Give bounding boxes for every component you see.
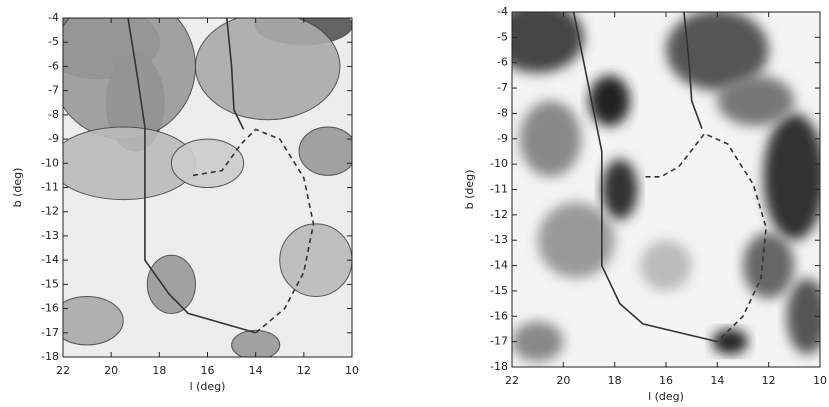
contour	[279, 223, 352, 297]
y-tick-label: -5	[497, 30, 508, 43]
contour	[170, 138, 245, 189]
y-tick-label: -10	[41, 156, 59, 169]
x-tick-label: 10	[345, 364, 359, 377]
density-patch	[763, 113, 820, 241]
density-patch	[717, 75, 795, 127]
x-tick-label: 12	[297, 364, 311, 377]
y-tick-label: -11	[41, 181, 59, 194]
x-tick-label: 14	[710, 374, 724, 387]
y-tick-label: -6	[497, 56, 508, 69]
x-tick-label: 20	[104, 364, 118, 377]
contour	[231, 329, 281, 357]
y-axis-label: b (deg)	[463, 170, 476, 210]
x-tick-label: 22	[505, 374, 519, 387]
y-tick-label: -6	[48, 59, 59, 72]
x-axis-label: l (deg)	[648, 390, 684, 403]
y-tick-label: -17	[490, 335, 508, 348]
x-tick-label: 22	[56, 364, 70, 377]
density-patch	[537, 202, 615, 279]
y-tick-label: -7	[497, 81, 508, 94]
x-tick-label: 16	[659, 374, 673, 387]
y-tick-label: -5	[48, 35, 59, 48]
x-tick-label: 12	[762, 374, 776, 387]
y-tick-label: -15	[41, 277, 59, 290]
contour	[298, 126, 352, 176]
y-tick-label: -16	[41, 302, 59, 315]
density-patch	[640, 240, 692, 291]
boundary-line	[572, 12, 718, 343]
y-tick-label: -13	[490, 233, 508, 246]
density-patch	[786, 278, 820, 355]
density-patch	[601, 159, 638, 220]
y-tick-label: -7	[48, 84, 59, 97]
x-axis-label: l (deg)	[190, 380, 226, 393]
y-tick-label: -4	[497, 5, 508, 18]
y-tick-label: -11	[490, 183, 508, 196]
boundary-line	[226, 18, 245, 130]
y-tick-label: -12	[41, 205, 59, 218]
contour	[194, 18, 341, 121]
y-axis-label: b (deg)	[11, 168, 24, 208]
y-tick-label: -18	[490, 360, 508, 373]
x-tick-label: 18	[608, 374, 622, 387]
density-patch	[512, 321, 564, 362]
density-patch	[589, 75, 631, 127]
contour	[146, 254, 196, 314]
y-tick-label: -16	[490, 309, 508, 322]
y-tick-label: -18	[41, 350, 59, 363]
y-tick-label: -8	[497, 106, 508, 119]
map-area	[63, 18, 352, 357]
density-patch	[512, 12, 584, 73]
y-tick-label: -15	[490, 284, 508, 297]
y-tick-label: -14	[490, 259, 508, 272]
y-tick-label: -4	[48, 11, 59, 24]
x-tick-label: 16	[201, 364, 215, 377]
y-tick-label: -10	[490, 157, 508, 170]
x-tick-label: 10	[813, 374, 827, 387]
contour	[63, 295, 124, 346]
x-tick-label: 14	[249, 364, 263, 377]
y-tick-label: -9	[497, 132, 508, 145]
y-tick-label: -17	[41, 326, 59, 339]
map-area	[512, 12, 820, 367]
density-patch	[666, 12, 769, 91]
boundary-line	[127, 18, 256, 334]
boundary-line	[683, 12, 703, 129]
contour	[63, 18, 196, 140]
y-tick-label: -8	[48, 108, 59, 121]
y-tick-label: -12	[490, 208, 508, 221]
dashed-boundary	[192, 128, 315, 334]
density-patch	[712, 328, 749, 355]
y-tick-label: -13	[41, 229, 59, 242]
y-tick-label: -9	[48, 132, 59, 145]
y-tick-label: -14	[41, 253, 59, 266]
x-tick-label: 20	[556, 374, 570, 387]
density-patch	[519, 100, 582, 177]
density-patch	[743, 232, 795, 299]
dashed-boundary	[645, 132, 767, 343]
x-tick-label: 18	[152, 364, 166, 377]
